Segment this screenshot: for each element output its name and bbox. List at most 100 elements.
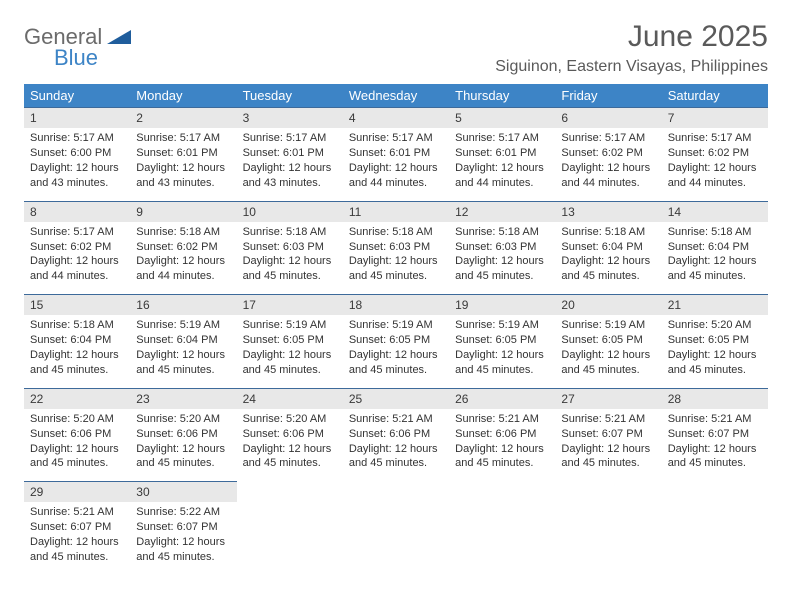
- daylight-text: Daylight: 12 hours: [243, 442, 337, 457]
- sunrise-text: Sunrise: 5:17 AM: [243, 131, 337, 146]
- daylight-text: Daylight: 12 hours: [30, 348, 124, 363]
- daylight-text: and 45 minutes.: [668, 363, 762, 378]
- day-number: 3: [237, 107, 343, 128]
- day-number: 22: [24, 388, 130, 409]
- day-content: Sunrise: 5:19 AMSunset: 6:05 PMDaylight:…: [555, 315, 661, 387]
- day-content: Sunrise: 5:20 AMSunset: 6:05 PMDaylight:…: [662, 315, 768, 387]
- sunset-text: Sunset: 6:02 PM: [30, 240, 124, 255]
- day-content: Sunrise: 5:20 AMSunset: 6:06 PMDaylight:…: [24, 409, 130, 481]
- sunset-text: Sunset: 6:03 PM: [243, 240, 337, 255]
- sunset-text: Sunset: 6:06 PM: [349, 427, 443, 442]
- day-content: Sunrise: 5:18 AMSunset: 6:03 PMDaylight:…: [449, 222, 555, 294]
- sunset-text: Sunset: 6:06 PM: [243, 427, 337, 442]
- day-number: 28: [662, 388, 768, 409]
- daylight-text: Daylight: 12 hours: [30, 161, 124, 176]
- day-content: Sunrise: 5:17 AMSunset: 6:01 PMDaylight:…: [237, 128, 343, 200]
- daylight-text: and 45 minutes.: [136, 456, 230, 471]
- sunrise-text: Sunrise: 5:17 AM: [668, 131, 762, 146]
- calendar-day-cell: 20Sunrise: 5:19 AMSunset: 6:05 PMDayligh…: [555, 294, 661, 388]
- calendar-day-cell: 3Sunrise: 5:17 AMSunset: 6:01 PMDaylight…: [237, 107, 343, 201]
- daylight-text: Daylight: 12 hours: [668, 442, 762, 457]
- daylight-text: Daylight: 12 hours: [455, 442, 549, 457]
- calendar-day-cell: [237, 481, 343, 575]
- page: General Blue June 2025 Siguinon, Eastern…: [0, 0, 792, 595]
- day-content: Sunrise: 5:17 AMSunset: 6:02 PMDaylight:…: [24, 222, 130, 294]
- daylight-text: Daylight: 12 hours: [561, 161, 655, 176]
- header-row: General Blue June 2025 Siguinon, Eastern…: [24, 20, 768, 76]
- logo: General Blue: [24, 26, 133, 69]
- calendar-week-row: 22Sunrise: 5:20 AMSunset: 6:06 PMDayligh…: [24, 388, 768, 482]
- calendar-day-cell: [662, 481, 768, 575]
- calendar-day-cell: 15Sunrise: 5:18 AMSunset: 6:04 PMDayligh…: [24, 294, 130, 388]
- daylight-text: Daylight: 12 hours: [136, 161, 230, 176]
- calendar-day-cell: 22Sunrise: 5:20 AMSunset: 6:06 PMDayligh…: [24, 388, 130, 482]
- day-number: 17: [237, 294, 343, 315]
- daylight-text: Daylight: 12 hours: [349, 348, 443, 363]
- daylight-text: and 45 minutes.: [30, 550, 124, 565]
- daylight-text: Daylight: 12 hours: [668, 161, 762, 176]
- calendar-day-cell: 26Sunrise: 5:21 AMSunset: 6:06 PMDayligh…: [449, 388, 555, 482]
- sunset-text: Sunset: 6:05 PM: [243, 333, 337, 348]
- day-number: 16: [130, 294, 236, 315]
- sunset-text: Sunset: 6:02 PM: [136, 240, 230, 255]
- logo-triangle-icon: [107, 28, 133, 51]
- calendar-day-cell: [555, 481, 661, 575]
- day-number: 23: [130, 388, 236, 409]
- calendar-day-cell: 2Sunrise: 5:17 AMSunset: 6:01 PMDaylight…: [130, 107, 236, 201]
- sunrise-text: Sunrise: 5:18 AM: [561, 225, 655, 240]
- sunrise-text: Sunrise: 5:18 AM: [349, 225, 443, 240]
- daylight-text: Daylight: 12 hours: [136, 442, 230, 457]
- day-content: Sunrise: 5:21 AMSunset: 6:07 PMDaylight:…: [24, 502, 130, 574]
- day-number: 24: [237, 388, 343, 409]
- sunset-text: Sunset: 6:06 PM: [30, 427, 124, 442]
- day-number: 27: [555, 388, 661, 409]
- calendar-day-cell: 19Sunrise: 5:19 AMSunset: 6:05 PMDayligh…: [449, 294, 555, 388]
- daylight-text: and 45 minutes.: [455, 269, 549, 284]
- day-content: Sunrise: 5:19 AMSunset: 6:04 PMDaylight:…: [130, 315, 236, 387]
- daylight-text: and 44 minutes.: [349, 176, 443, 191]
- daylight-text: and 45 minutes.: [30, 363, 124, 378]
- calendar-day-cell: 7Sunrise: 5:17 AMSunset: 6:02 PMDaylight…: [662, 107, 768, 201]
- daylight-text: and 45 minutes.: [561, 363, 655, 378]
- daylight-text: and 44 minutes.: [561, 176, 655, 191]
- day-content: Sunrise: 5:18 AMSunset: 6:02 PMDaylight:…: [130, 222, 236, 294]
- daylight-text: Daylight: 12 hours: [243, 254, 337, 269]
- day-content: Sunrise: 5:17 AMSunset: 6:01 PMDaylight:…: [343, 128, 449, 200]
- calendar-day-cell: 24Sunrise: 5:20 AMSunset: 6:06 PMDayligh…: [237, 388, 343, 482]
- day-number: 20: [555, 294, 661, 315]
- sunset-text: Sunset: 6:03 PM: [349, 240, 443, 255]
- daylight-text: and 44 minutes.: [668, 176, 762, 191]
- day-content: Sunrise: 5:20 AMSunset: 6:06 PMDaylight:…: [237, 409, 343, 481]
- sunrise-text: Sunrise: 5:17 AM: [349, 131, 443, 146]
- day-number: 6: [555, 107, 661, 128]
- sunrise-text: Sunrise: 5:19 AM: [561, 318, 655, 333]
- day-content: Sunrise: 5:17 AMSunset: 6:01 PMDaylight:…: [130, 128, 236, 200]
- sunset-text: Sunset: 6:04 PM: [136, 333, 230, 348]
- daylight-text: and 45 minutes.: [349, 363, 443, 378]
- day-content: Sunrise: 5:18 AMSunset: 6:03 PMDaylight:…: [237, 222, 343, 294]
- daylight-text: Daylight: 12 hours: [30, 535, 124, 550]
- day-number: 10: [237, 201, 343, 222]
- daylight-text: Daylight: 12 hours: [136, 348, 230, 363]
- sunrise-text: Sunrise: 5:21 AM: [349, 412, 443, 427]
- daylight-text: Daylight: 12 hours: [561, 254, 655, 269]
- daylight-text: Daylight: 12 hours: [455, 161, 549, 176]
- daylight-text: Daylight: 12 hours: [668, 348, 762, 363]
- daylight-text: and 45 minutes.: [561, 269, 655, 284]
- day-number: 2: [130, 107, 236, 128]
- calendar-header: SundayMondayTuesdayWednesdayThursdayFrid…: [24, 84, 768, 107]
- sunset-text: Sunset: 6:01 PM: [349, 146, 443, 161]
- logo-text-block: General Blue: [24, 26, 133, 69]
- daylight-text: Daylight: 12 hours: [349, 442, 443, 457]
- sunrise-text: Sunrise: 5:21 AM: [455, 412, 549, 427]
- daylight-text: and 45 minutes.: [136, 363, 230, 378]
- sunrise-text: Sunrise: 5:18 AM: [668, 225, 762, 240]
- sunrise-text: Sunrise: 5:18 AM: [455, 225, 549, 240]
- title-block: June 2025 Siguinon, Eastern Visayas, Phi…: [495, 20, 768, 76]
- day-number: 25: [343, 388, 449, 409]
- calendar-day-cell: 12Sunrise: 5:18 AMSunset: 6:03 PMDayligh…: [449, 201, 555, 295]
- daylight-text: Daylight: 12 hours: [349, 254, 443, 269]
- day-number: 21: [662, 294, 768, 315]
- day-number: 13: [555, 201, 661, 222]
- daylight-text: Daylight: 12 hours: [30, 254, 124, 269]
